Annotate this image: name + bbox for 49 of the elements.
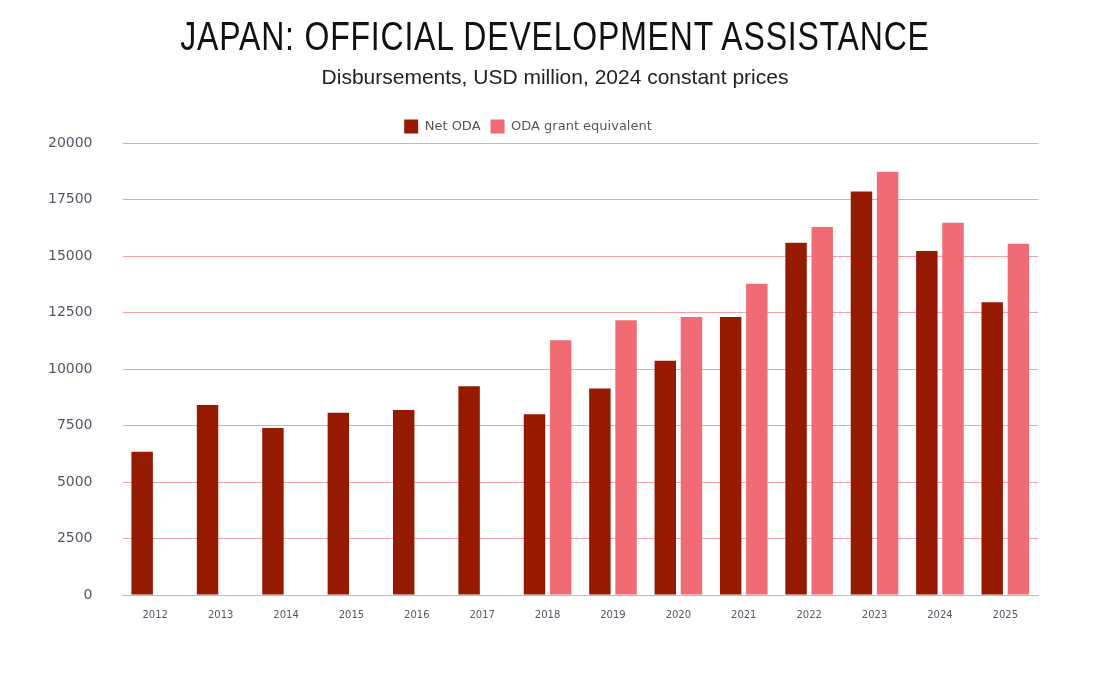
y-tick-label: 2500 bbox=[56, 529, 93, 546]
legend-label: ODA grant equivalent bbox=[511, 117, 652, 133]
bar bbox=[615, 320, 637, 595]
y-tick-label: 20000 bbox=[47, 134, 93, 151]
x-tick-label: 2025 bbox=[992, 608, 1019, 620]
x-tick-label: 2024 bbox=[927, 608, 953, 620]
bar bbox=[654, 360, 676, 595]
bar bbox=[680, 317, 703, 595]
x-tick-label: 2020 bbox=[665, 608, 692, 620]
x-tick-label: 2014 bbox=[273, 608, 299, 620]
x-tick-label: 2019 bbox=[600, 608, 626, 620]
legend-label: Net ODA bbox=[424, 117, 481, 133]
bar bbox=[131, 451, 153, 595]
bar bbox=[1007, 243, 1030, 595]
bar bbox=[523, 414, 546, 595]
x-tick-label: 2022 bbox=[796, 608, 822, 620]
y-tick-label: 15000 bbox=[47, 246, 93, 263]
y-tick-label: 0 bbox=[83, 585, 93, 602]
bar bbox=[589, 388, 611, 595]
x-tick-label: 2016 bbox=[404, 608, 430, 620]
y-tick-label: 5000 bbox=[56, 472, 93, 489]
bar bbox=[916, 251, 938, 595]
bar bbox=[327, 412, 350, 595]
bar bbox=[746, 283, 768, 595]
x-tick-label: 2015 bbox=[338, 608, 365, 620]
bar bbox=[458, 386, 480, 595]
bar bbox=[196, 404, 219, 595]
y-tick-label: 12500 bbox=[47, 303, 93, 320]
x-tick-label: 2018 bbox=[534, 608, 561, 620]
bar bbox=[811, 226, 833, 595]
bar bbox=[549, 340, 572, 595]
bar bbox=[392, 410, 415, 595]
bar bbox=[719, 317, 742, 595]
chart-title: JAPAN: OFFICIAL DEVELOPMENT ASSISTANCE bbox=[179, 14, 931, 59]
bar bbox=[942, 222, 964, 595]
bar bbox=[262, 427, 284, 595]
x-tick-label: 2012 bbox=[142, 608, 168, 620]
x-tick-label: 2021 bbox=[731, 608, 757, 620]
bar bbox=[981, 302, 1003, 595]
x-tick-label: 2017 bbox=[469, 608, 495, 620]
y-tick-label: 7500 bbox=[56, 416, 93, 433]
chart-subtitle: Disbursements, USD million, 2024 constant prices bbox=[320, 65, 790, 89]
bar bbox=[876, 171, 899, 595]
y-tick-label: 10000 bbox=[47, 359, 93, 376]
y-tick-label: 17500 bbox=[47, 190, 93, 207]
bar bbox=[785, 242, 807, 595]
bar bbox=[850, 191, 873, 595]
x-tick-label: 2023 bbox=[861, 608, 888, 620]
x-tick-label: 2013 bbox=[207, 608, 234, 620]
